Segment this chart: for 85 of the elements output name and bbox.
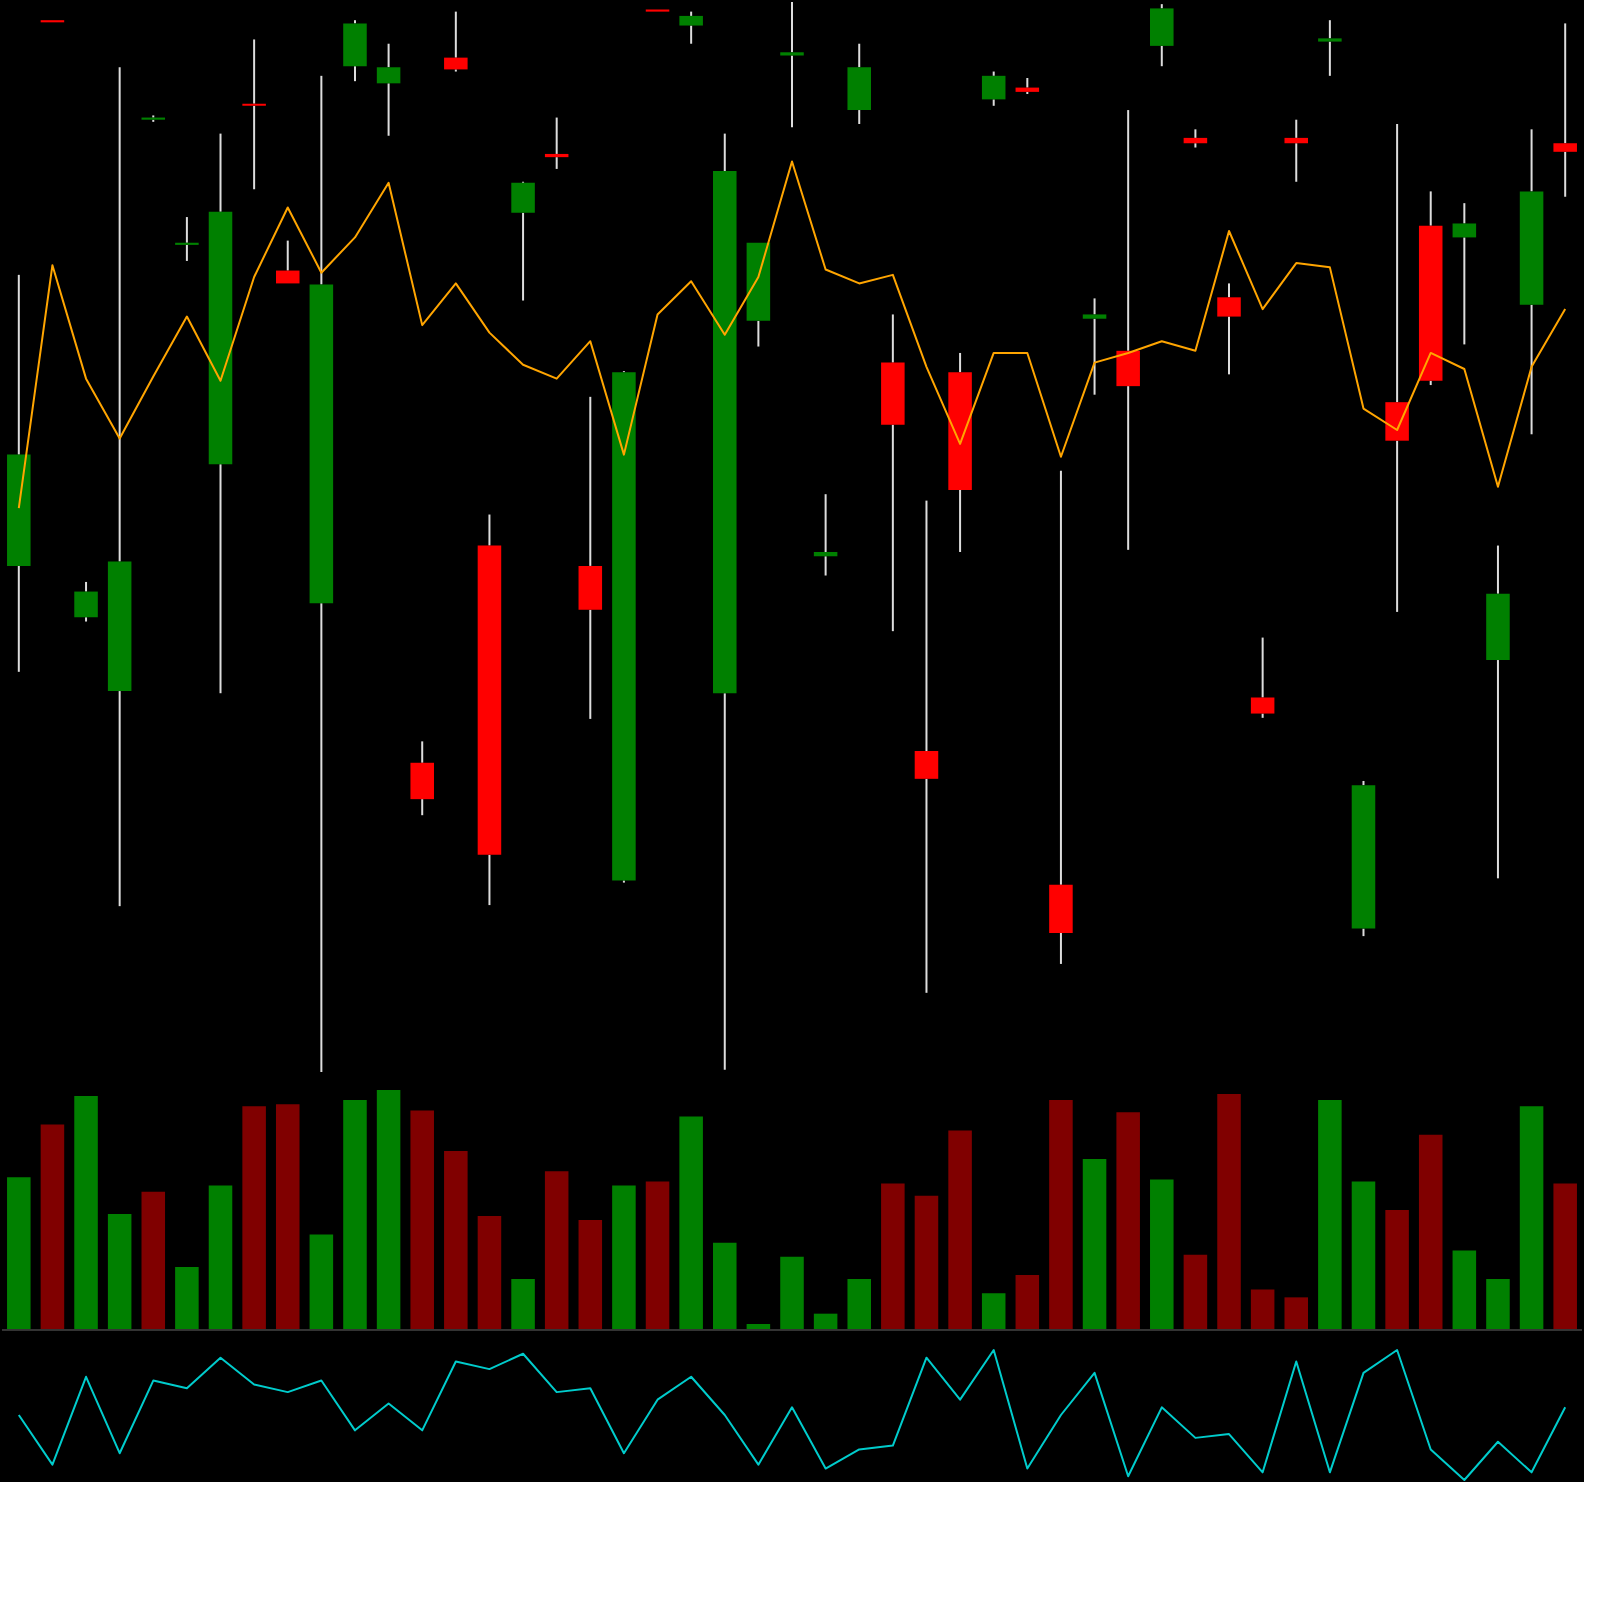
bar <box>309 1234 334 1330</box>
candlestick <box>612 372 636 884</box>
bar <box>679 1116 703 1330</box>
candlestick <box>1082 297 1107 396</box>
bar <box>1250 1289 1275 1330</box>
bar <box>175 1266 199 1330</box>
bar <box>713 1242 737 1330</box>
bar <box>40 1124 65 1330</box>
candlestick <box>208 132 233 695</box>
bar <box>1519 1106 1544 1330</box>
bar <box>612 1185 636 1330</box>
candlestick <box>1519 128 1544 436</box>
bar <box>881 1183 905 1330</box>
candlestick <box>309 74 334 1073</box>
candlestick <box>1049 469 1073 965</box>
bar <box>1385 1210 1409 1330</box>
candlestick <box>881 313 905 633</box>
candlestick <box>511 182 535 302</box>
candlestick <box>578 395 603 720</box>
bar <box>410 1110 434 1330</box>
bar <box>1318 1100 1342 1330</box>
candlestick <box>713 132 737 1071</box>
bar <box>275 1104 300 1330</box>
candlestick <box>914 499 939 994</box>
candlestick <box>1116 109 1140 551</box>
candlestick <box>1217 282 1241 376</box>
candlestick <box>242 38 266 191</box>
bar <box>914 1195 939 1330</box>
bar <box>1082 1159 1107 1330</box>
bar <box>1015 1275 1040 1330</box>
bar <box>242 1106 266 1330</box>
candlestick <box>410 740 434 817</box>
bar <box>1116 1112 1140 1330</box>
bar <box>1452 1250 1477 1330</box>
candlestick <box>780 1 804 129</box>
bar <box>376 1090 401 1330</box>
candlestick <box>477 513 502 907</box>
bar <box>1418 1134 1443 1330</box>
bar <box>813 1313 838 1330</box>
bar <box>847 1279 871 1330</box>
candlestick <box>847 42 871 125</box>
candlestick <box>7 273 31 673</box>
bar <box>1284 1297 1309 1330</box>
bar <box>208 1185 233 1330</box>
bar <box>1351 1181 1376 1330</box>
bar <box>444 1150 468 1330</box>
bar <box>1217 1094 1241 1330</box>
bar <box>578 1220 603 1330</box>
bar <box>477 1216 502 1330</box>
bar <box>1183 1254 1208 1330</box>
bar <box>948 1130 972 1330</box>
candlestick <box>1452 202 1477 346</box>
bar <box>74 1096 98 1330</box>
candlestick <box>948 351 972 553</box>
bar <box>343 1100 367 1330</box>
bar <box>7 1177 31 1330</box>
bar <box>544 1171 569 1330</box>
candlestick <box>141 114 166 123</box>
candlestick <box>813 493 838 577</box>
candlestick <box>1486 544 1510 880</box>
candlestick <box>1553 22 1577 198</box>
candlestick <box>343 19 367 83</box>
bar <box>780 1256 804 1330</box>
candlestick <box>1318 19 1342 77</box>
candlestick <box>74 580 98 623</box>
bar <box>645 1181 670 1330</box>
bar <box>981 1293 1006 1330</box>
candlestick <box>1015 76 1040 96</box>
bar <box>107 1214 132 1330</box>
candlestick <box>1385 122 1409 613</box>
bar <box>1553 1183 1577 1330</box>
candlestick <box>175 216 199 262</box>
bar <box>141 1191 166 1330</box>
candlestick <box>444 10 468 73</box>
candlestick <box>1284 118 1309 183</box>
candlestick <box>376 42 401 137</box>
candlestick <box>107 66 132 908</box>
bar <box>1049 1100 1073 1330</box>
candlestick <box>544 116 569 170</box>
bar <box>511 1279 535 1330</box>
bar <box>1486 1279 1510 1330</box>
bar <box>1150 1179 1174 1330</box>
candlestick <box>1183 128 1208 149</box>
candlestick <box>746 242 771 348</box>
candlestick <box>275 239 300 284</box>
